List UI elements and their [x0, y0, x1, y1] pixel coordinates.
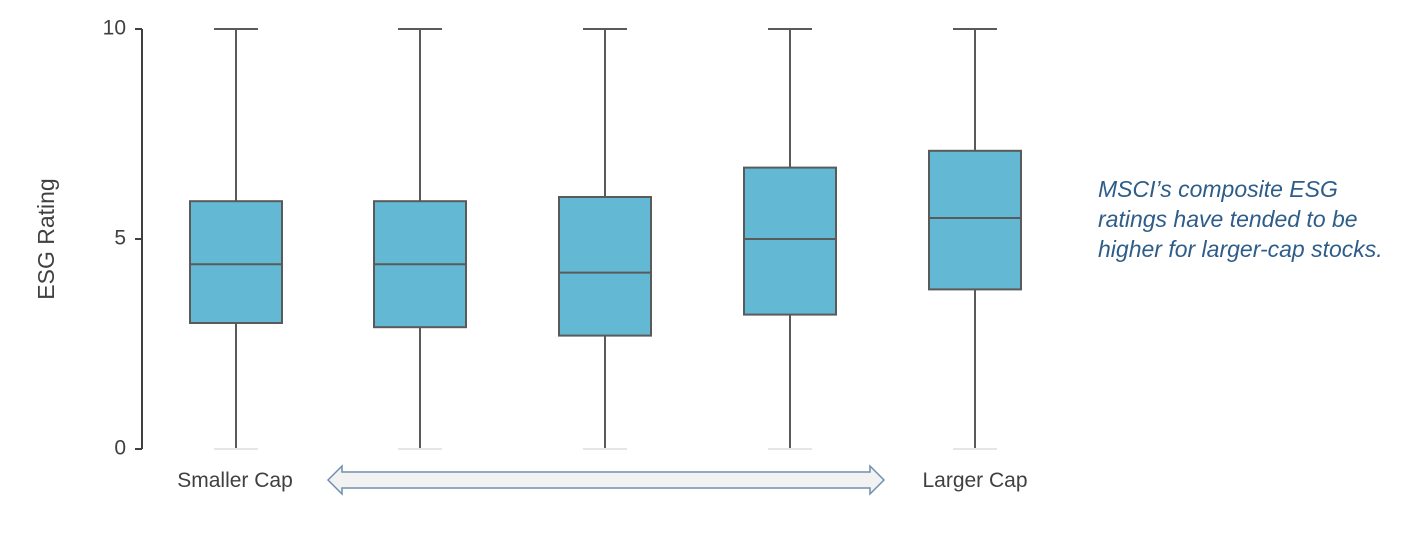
larger-cap-label: Larger Cap — [922, 469, 1027, 492]
iqr-box — [743, 166, 837, 316]
y-tick-label: 5 — [114, 227, 126, 250]
y-tick-label: 0 — [114, 437, 126, 460]
box-plot-1 — [189, 28, 283, 450]
double-arrow-icon — [326, 464, 886, 496]
iqr-box — [558, 196, 652, 337]
y-ticks: 0 5 10 — [103, 17, 142, 460]
box-plots — [189, 28, 1022, 450]
annotation-text: MSCI’s composite ESG ratings have tended… — [1098, 176, 1383, 262]
iqr-box — [189, 200, 283, 324]
y-tick-label: 10 — [103, 17, 126, 40]
y-axis-label: ESG Rating — [33, 178, 59, 299]
box-plot-3 — [558, 28, 652, 450]
box-plot-2 — [373, 28, 467, 450]
smaller-cap-label: Smaller Cap — [177, 469, 293, 492]
iqr-box — [928, 149, 1022, 291]
box-plot-5 — [928, 28, 1022, 450]
box-plot-4 — [743, 28, 837, 450]
